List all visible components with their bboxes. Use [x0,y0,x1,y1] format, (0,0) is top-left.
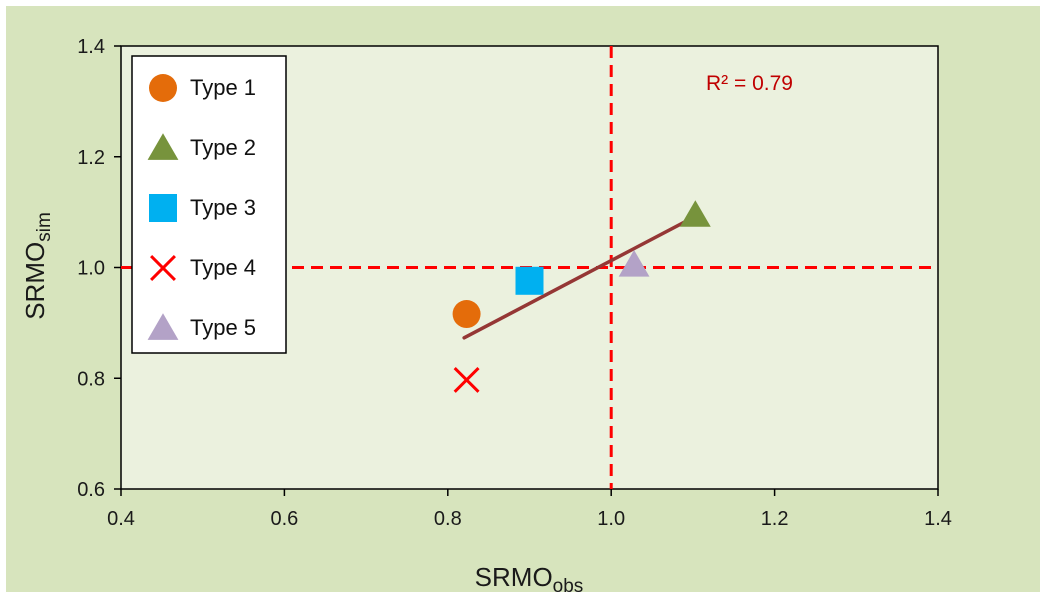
x-axis-title-main: SRMO [475,562,553,592]
data-point-type-1 [452,300,481,329]
scatter-chart: 0.4 0.6 0.8 1.0 1.2 1.4 0.60.81.01.21.4 SRMOo… [20,36,952,592]
x-axis-title: SRMOobs [475,562,584,592]
y-tick-label: 0.8 [77,368,105,390]
data-point-type-2 [679,200,711,227]
legend-label-type-5: Type 5 [190,315,256,340]
data-point-type-5 [618,250,650,277]
y-axis-title-main: SRMO [20,242,50,320]
legend-label-type-3: Type 3 [190,195,256,220]
y-tick-label: 1.2 [77,147,105,169]
data-point-type-3 [515,266,544,295]
legend-label-type-1: Type 1 [190,75,256,100]
y-axis-title: SRMOsim [20,212,55,320]
y-axis-title-sub: sim [34,212,55,242]
legend-marker-type-1 [149,74,177,102]
legend-marker-type-5 [147,313,179,340]
legend-marker-type-2 [147,133,179,160]
y-tick-label: 1.4 [77,36,105,58]
legend-marker-type-4 [150,255,176,281]
x-tick-label: 0.8 [434,508,462,530]
x-tick-label: 1.2 [761,508,789,530]
x-tick-label: 1.4 [924,508,952,530]
x-tick-label: 1.0 [597,508,625,530]
trendline [462,215,695,340]
legend: Type 1 Type 2 Type 3 Type 4 Type 5 [131,55,287,354]
data-point-type-4 [453,366,480,393]
r-squared-annotation: R² = 0.79 [706,72,793,95]
legend-label-type-2: Type 2 [190,135,256,160]
legend-label-type-4: Type 4 [190,255,256,280]
legend-marker-type-3 [149,194,177,222]
x-stroke [453,366,480,393]
x-stroke [150,255,176,281]
chart-area: 0.4 0.6 0.8 1.0 1.2 1.4 0.6 0.8 1.0 1.2 1.4 SRMOo… [6,6,1040,592]
y-tick-label: 1.0 [77,258,105,280]
x-axis-title-sub: obs [553,576,584,592]
x-tick-label: 0.6 [270,508,298,530]
x-tick-label: 0.4 [107,508,135,530]
y-tick-label: 0.6 [77,479,105,501]
